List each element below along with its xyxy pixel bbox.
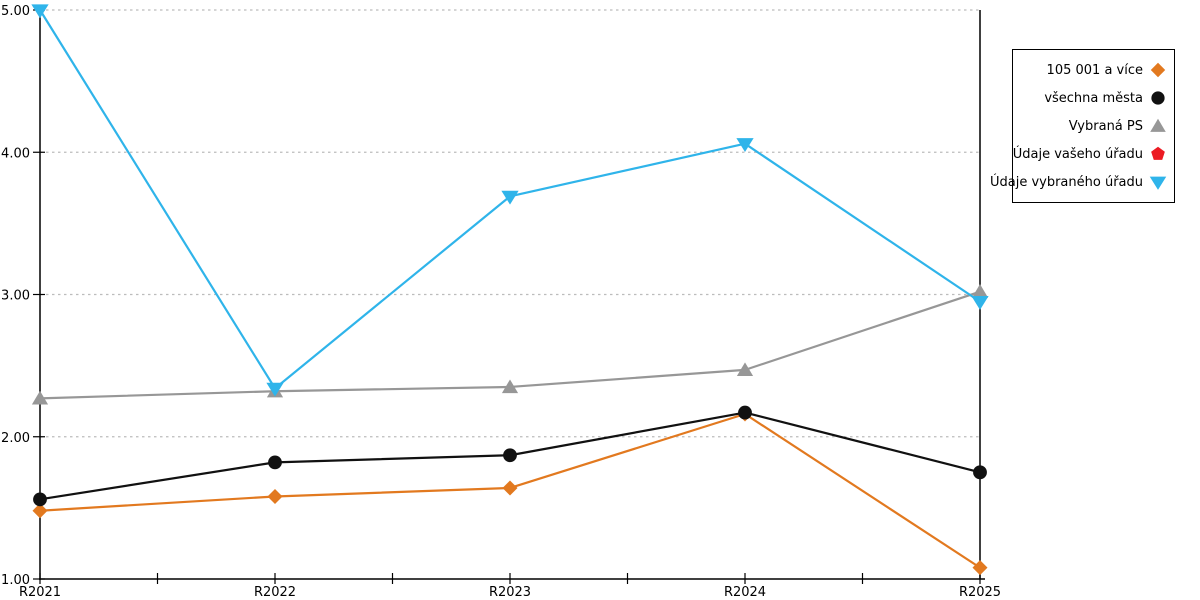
x-tick-label: R2024 (724, 585, 766, 600)
legend-item: Údaje vašeho úřadu (1013, 146, 1167, 162)
triangle-up-marker (971, 284, 989, 298)
diamond-marker (1150, 62, 1166, 78)
diamond-marker (972, 560, 988, 576)
legend-label: všechna města (1044, 90, 1143, 106)
triangle-down-marker (501, 190, 519, 205)
triangle-down-marker (266, 382, 284, 397)
legend-item: všechna města (1017, 90, 1167, 106)
circle-marker (738, 405, 752, 420)
legend-label: Údaje vašeho úřadu (1012, 146, 1143, 162)
triangle-up-marker (736, 362, 754, 377)
legend: 105 001 a více všechna města Vybraná PS … (990, 49, 1175, 203)
x-tick-label: R2023 (489, 585, 531, 600)
x-tick-label: R2025 (959, 585, 1001, 600)
triangle-up-marker (1150, 118, 1166, 132)
legend-item: Vybraná PS (1017, 118, 1167, 134)
triangle-down-marker (1149, 176, 1167, 190)
triangle-up-marker (31, 390, 49, 405)
diamond-marker (267, 488, 283, 504)
y-tick-label: 5.00 (1, 4, 30, 19)
pentagon-icon (1149, 146, 1167, 162)
diamond-marker (502, 480, 518, 496)
diamond-icon (1149, 62, 1167, 78)
legend-item: 105 001 a více (1017, 62, 1167, 78)
circle-marker (503, 448, 517, 463)
x-tick-label: R2022 (254, 585, 296, 600)
legend-label: 105 001 a více (1046, 62, 1143, 78)
diamond-marker (32, 503, 48, 519)
circle-icon (1149, 90, 1167, 106)
triangle-down-icon (1149, 174, 1167, 190)
triangle-down-marker (971, 295, 989, 310)
legend-label: Údaje vybraného úřadu (989, 174, 1143, 190)
y-tick-label: 1.00 (1, 573, 30, 588)
circle-marker (33, 492, 47, 507)
circle-marker (1151, 91, 1165, 105)
x-tick-label: R2021 (19, 585, 61, 600)
y-tick-label: 4.00 (1, 146, 30, 161)
y-tick-label: 2.00 (1, 431, 30, 446)
legend-label: Vybraná PS (1068, 118, 1143, 134)
triangle-down-marker (736, 138, 754, 152)
triangle-down-marker (31, 4, 49, 19)
legend-item: Údaje vybraného úřadu (990, 174, 1167, 190)
pentagon-marker (1151, 146, 1165, 160)
circle-marker (973, 465, 987, 480)
circle-marker (268, 455, 282, 470)
triangle-up-marker (501, 379, 519, 394)
y-tick-label: 3.00 (1, 289, 30, 304)
triangle-up-icon (1149, 118, 1167, 134)
